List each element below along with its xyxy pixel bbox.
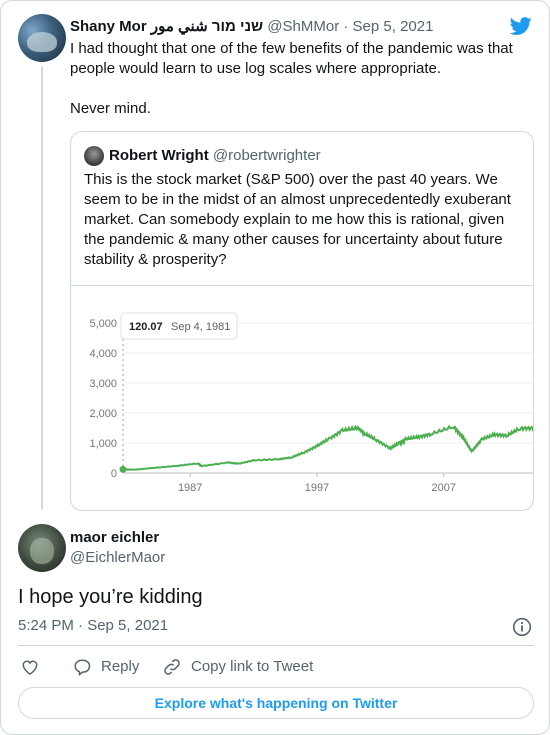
reply-label: Reply (101, 658, 140, 675)
parent-tweet-text: I had thought that one of the few benefi… (70, 39, 530, 139)
reply-bubble-icon (74, 659, 91, 676)
divider (18, 645, 534, 646)
reply-button[interactable]: Reply (72, 656, 139, 678)
parent-tweet-date[interactable]: Sep 5, 2021 (352, 18, 434, 35)
x-tick-label: 1987 (178, 482, 202, 494)
like-button[interactable] (20, 656, 49, 678)
header-separator: · (343, 18, 349, 35)
heart-icon (22, 660, 38, 675)
copy-link-button[interactable]: Copy link to Tweet (162, 656, 313, 678)
maor-eichler-avatar[interactable] (18, 524, 66, 572)
quoted-tweet[interactable]: Robert Wright @robertwrighter This is th… (70, 131, 534, 511)
link-icon (164, 659, 180, 675)
reply-tweet-text: I hope you’re kidding (18, 586, 203, 608)
hover-point-marker (119, 465, 127, 473)
reply-timestamp[interactable]: 5:24 PM · Sep 5, 2021 (18, 617, 169, 634)
tooltip-value: 120.07 (129, 321, 163, 333)
y-tick-label: 4,000 (89, 348, 117, 360)
x-tick-label: 2007 (431, 482, 455, 494)
y-tick-label: 2,000 (89, 408, 117, 420)
y-tick-label: 0 (111, 468, 117, 480)
info-icon[interactable] (512, 617, 532, 637)
quoted-tweet-header: Robert Wright @robertwrighter (109, 146, 321, 166)
tooltip-date: Sep 4, 1981 (171, 321, 230, 333)
stock-chart-image[interactable]: 0 1,000 2,000 3,000 4,000 5,000 1987 1997 2007 12… (71, 285, 533, 510)
parent-tweet-paragraph: I had thought that one of the few benefi… (70, 40, 513, 77)
explore-twitter-button[interactable]: Explore what's happening on Twitter (18, 687, 534, 719)
parent-tweet-header: Shany Mor שני מור شني مور @ShMMor · Sep … (70, 17, 433, 37)
parent-author-name[interactable]: Shany Mor שני מור شني مور (70, 18, 264, 35)
y-tick-label: 5,000 (89, 318, 117, 330)
quoted-author-handle: @robertwrighter (212, 147, 321, 164)
shany-mor-avatar[interactable] (18, 14, 66, 62)
twitter-bird-icon[interactable] (508, 15, 534, 37)
parent-author-handle[interactable]: @ShMMor (267, 18, 340, 35)
y-tick-label: 3,000 (89, 378, 117, 390)
x-tick-label: 1997 (305, 482, 329, 494)
chart-tooltip: 120.07 Sep 4, 1981 (120, 312, 238, 340)
y-tick-label: 1,000 (89, 438, 117, 450)
reply-author-name[interactable]: maor eichler (70, 529, 160, 546)
robert-wright-avatar (84, 146, 104, 166)
thread-line (41, 67, 43, 509)
sp500-series-line (122, 424, 533, 471)
parent-tweet-paragraph: Never mind. (70, 100, 151, 117)
sp500-line-chart: 0 1,000 2,000 3,000 4,000 5,000 1987 1997 2007 12… (89, 312, 533, 494)
quoted-author-name: Robert Wright (109, 147, 209, 164)
quoted-tweet-text: This is the stock market (S&P 500) over … (84, 171, 511, 268)
copy-link-label: Copy link to Tweet (191, 658, 314, 675)
reply-author-handle[interactable]: @EichlerMaor (70, 549, 166, 566)
